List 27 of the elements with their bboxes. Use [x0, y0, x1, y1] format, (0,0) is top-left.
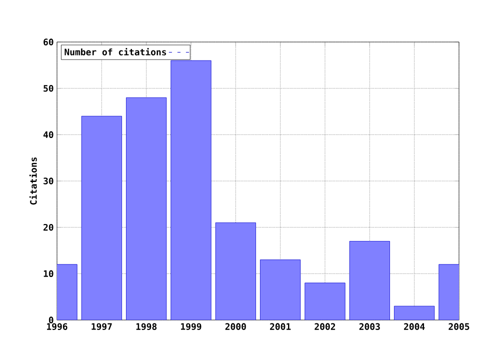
y-tick-label: 10	[44, 270, 54, 278]
y-tick-label: 60	[44, 38, 54, 46]
bar	[81, 116, 122, 320]
x-tick-label: 1997	[92, 323, 112, 330]
x-tick-label: 2003	[359, 323, 380, 330]
x-tick-label: 2002	[314, 323, 336, 330]
x-tick-label: 1998	[136, 323, 157, 330]
x-tick-label: 1999	[181, 323, 202, 330]
y-tick-label: 0	[48, 316, 54, 324]
y-tick-label: 50	[44, 84, 54, 92]
bar	[126, 97, 167, 320]
legend-label: Number of citations	[64, 48, 166, 56]
bar	[394, 306, 435, 320]
bar	[260, 260, 301, 320]
y-tick-label: 40	[43, 131, 54, 138]
bar	[304, 282, 346, 320]
bar	[349, 241, 390, 320]
x-tick-label: 2000	[225, 323, 246, 330]
x-tick-label: 2004	[404, 323, 425, 330]
x-tick-label: 2001	[270, 323, 291, 330]
bar	[170, 60, 212, 320]
y-tick-label: 30	[44, 178, 54, 184]
x-tick-label: 1996	[47, 323, 68, 330]
bar	[215, 222, 256, 320]
x-tick-label: 2005	[448, 323, 470, 330]
y-tick-label: 20	[44, 224, 54, 231]
y-axis-title: Citations	[29, 157, 37, 205]
